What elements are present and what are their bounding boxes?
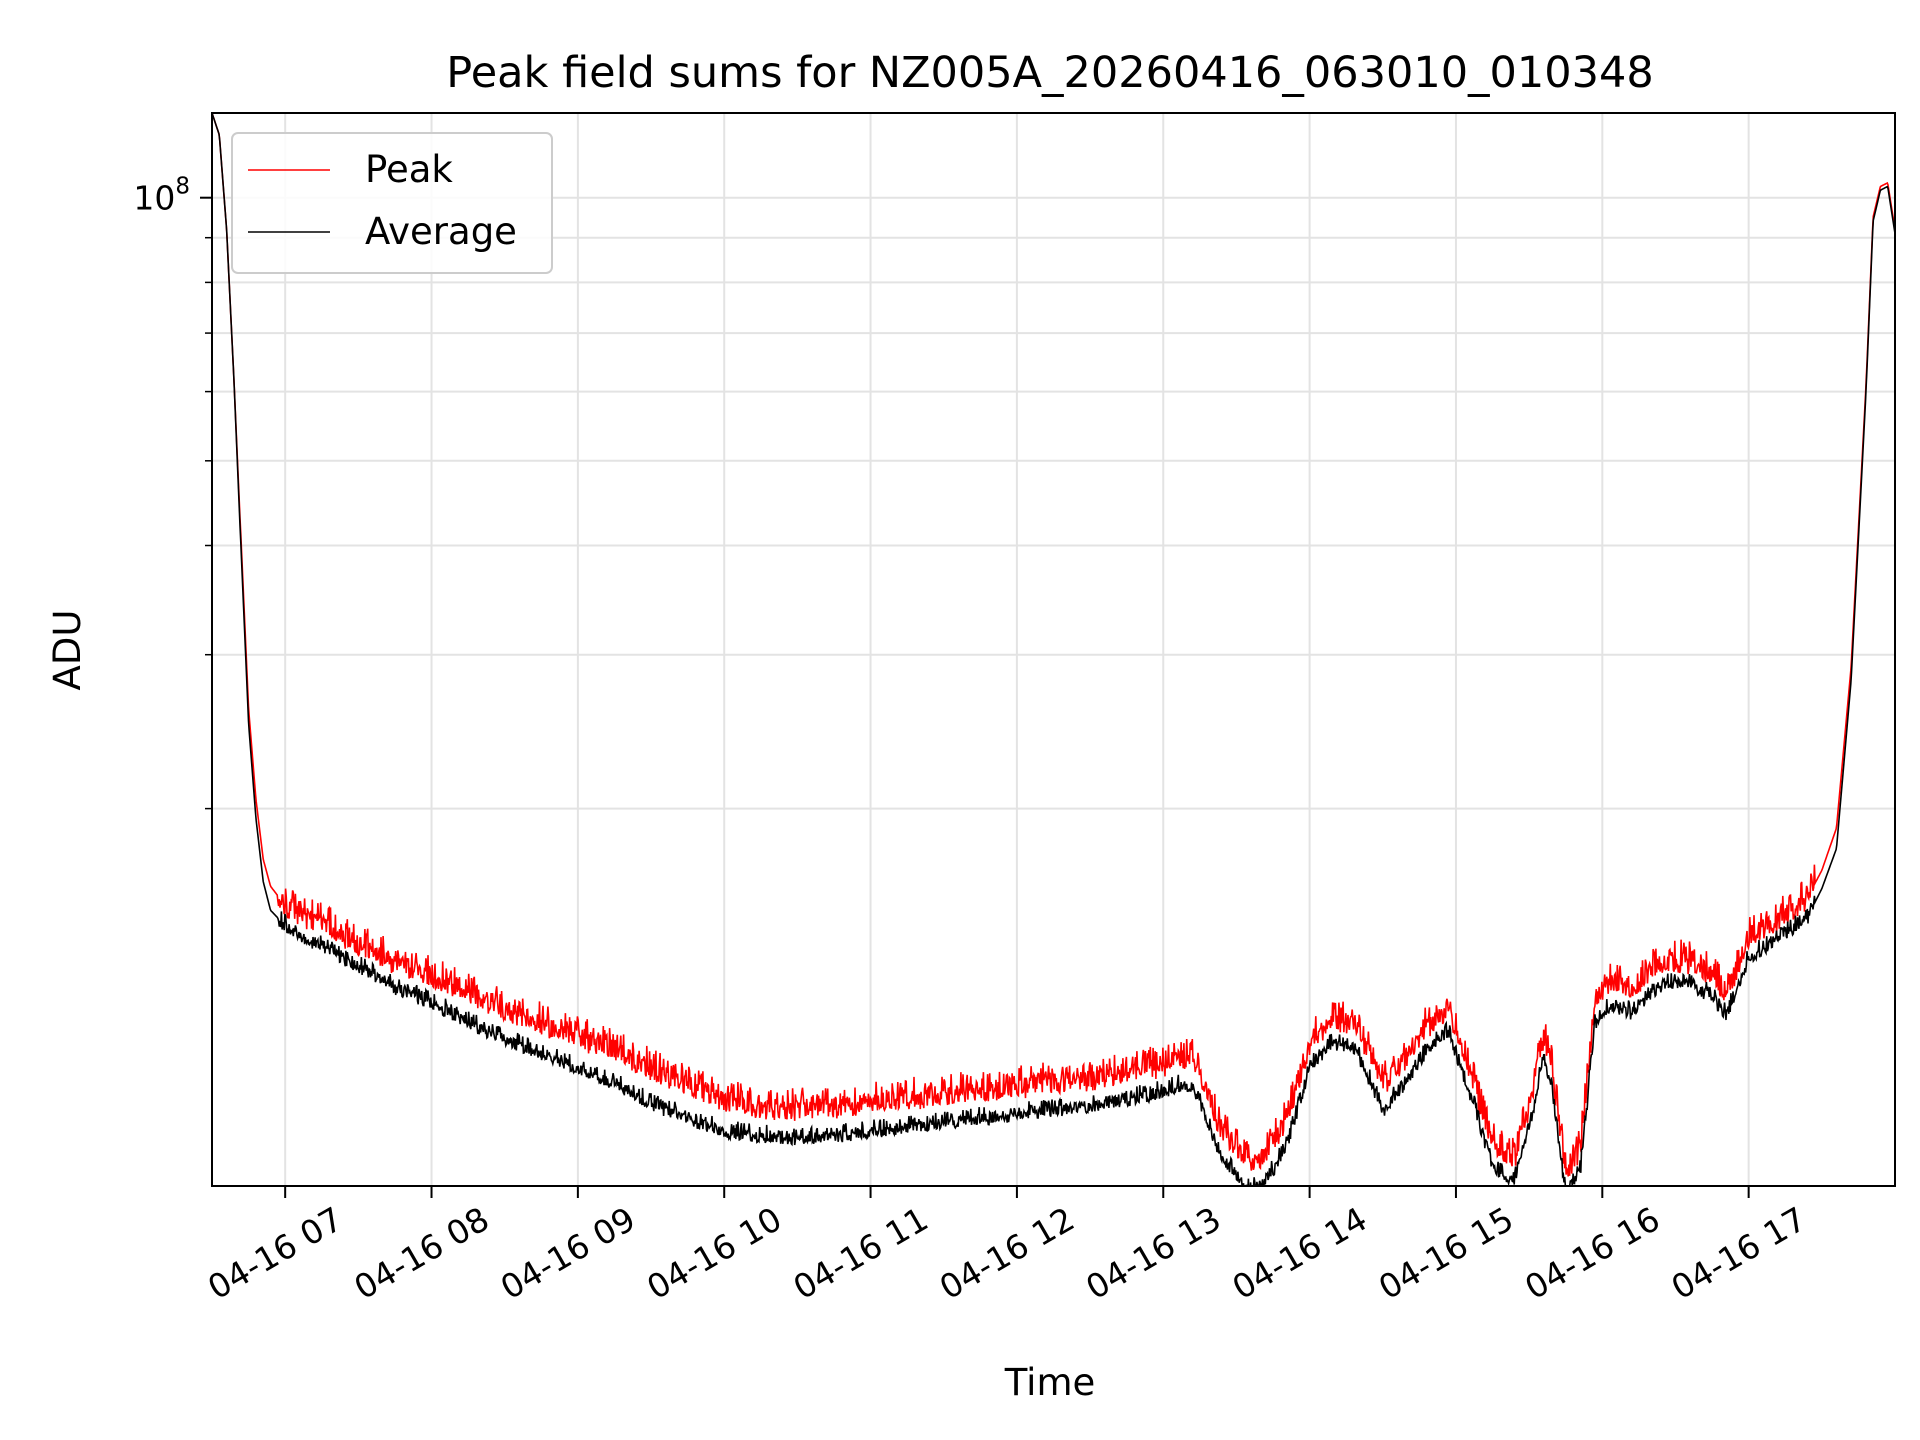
legend-box bbox=[231, 132, 553, 274]
series-lines bbox=[212, 113, 1895, 1186]
y-axis-label: ADU bbox=[46, 610, 89, 691]
grid-lines bbox=[212, 113, 1895, 1186]
legend-label-peak: Peak bbox=[365, 148, 453, 191]
series-line-peak bbox=[212, 113, 1895, 1177]
chart-title: Peak field sums for NZ005A_20260416_0630… bbox=[446, 48, 1653, 98]
x-axis-label: Time bbox=[1004, 1361, 1096, 1404]
series-line-average bbox=[212, 113, 1895, 1186]
legend-label-average: Average bbox=[365, 210, 517, 253]
y-tick-label: 108 bbox=[133, 174, 190, 218]
axes-frame bbox=[211, 112, 1896, 1187]
legend: Peak Average bbox=[231, 132, 553, 274]
